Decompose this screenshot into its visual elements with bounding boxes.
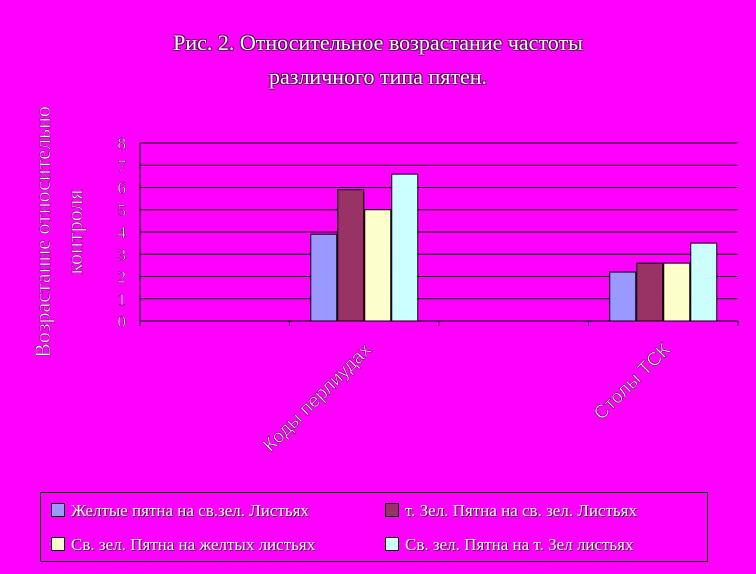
y-axis-label-line-1: Возрастание относительно — [30, 106, 55, 358]
x-tick-label: Столы ТСК — [590, 340, 675, 425]
y-tick-label: 1 — [118, 290, 127, 309]
y-tick-label: 3 — [118, 245, 127, 264]
legend: Желтые пятна на св.зел. Листьях т. Зел. … — [40, 492, 708, 562]
legend-swatch-4 — [385, 537, 399, 551]
bar-1-2 — [310, 233, 338, 322]
y-tick-label: 6 — [118, 179, 127, 198]
legend-item-3: Св. зел. Пятна на желтых листьях — [51, 535, 315, 555]
legend-item-4: Св. зел. Пятна на т. Зел листьях — [385, 535, 634, 555]
bar-2-2 — [337, 189, 365, 322]
legend-label-4: Св. зел. Пятна на т. Зел листьях — [405, 535, 634, 554]
x-tick-label: Коды перлиудах — [259, 339, 376, 456]
legend-label-3: Св. зел. Пятна на желтых листьях — [71, 535, 316, 554]
y-tick-label: 7 — [118, 156, 127, 175]
y-tick-label: 5 — [118, 201, 127, 220]
y-tick-label: 0 — [118, 312, 127, 331]
bar-4-4 — [690, 242, 718, 322]
y-axis-label-line-2: контроля — [62, 189, 87, 274]
y-tick-label: 2 — [118, 268, 127, 287]
bar-2-4 — [636, 262, 664, 322]
y-tick-label: 8 — [118, 134, 127, 153]
legend-label-2: т. Зел. Пятна на св. зел. Листьях — [405, 501, 637, 520]
legend-item-1: Желтые пятна на св.зел. Листьях — [51, 501, 309, 521]
legend-swatch-3 — [51, 537, 65, 551]
legend-swatch-1 — [51, 503, 65, 517]
legend-swatch-2 — [385, 503, 399, 517]
legend-label-1: Желтые пятна на св.зел. Листьях — [71, 501, 309, 520]
legend-item-2: т. Зел. Пятна на св. зел. Листьях — [385, 501, 637, 521]
bar-1-4 — [609, 271, 637, 322]
chart-title-line-2: различного типа пятен. — [269, 64, 487, 89]
y-tick-label: 4 — [118, 223, 127, 242]
bar-4-2 — [391, 173, 419, 322]
bar-3-4 — [663, 262, 691, 322]
bar-3-2 — [364, 209, 392, 322]
chart-title-line-1: Рис. 2. Относительное возрастание частот… — [173, 30, 583, 55]
